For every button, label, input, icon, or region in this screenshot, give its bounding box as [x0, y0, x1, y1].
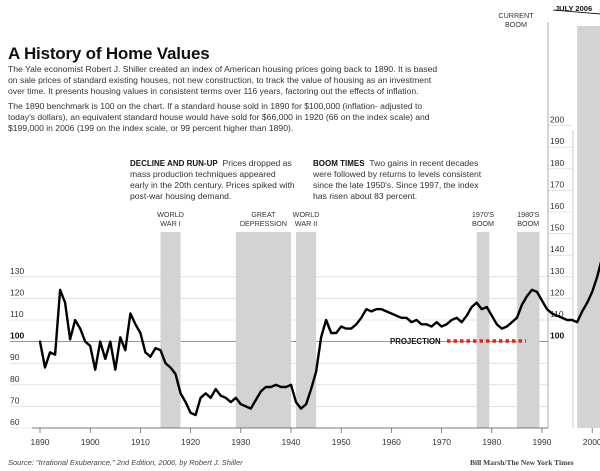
left-y-tick-label: 100 [10, 331, 24, 341]
current-boom-label: BOOM [505, 20, 527, 29]
left-y-tick-label: 110 [10, 309, 24, 319]
event-band-label: WORLD [157, 210, 184, 219]
left-y-tick-label: 90 [10, 352, 20, 362]
right-y-tick-label: 150 [550, 223, 564, 233]
chart-title: A History of Home Values [8, 44, 210, 63]
right-y-tick-label: 110 [550, 309, 564, 319]
event-band-label: WAR II [295, 219, 318, 228]
right-y-tick-label: 130 [550, 266, 564, 276]
event-band-label: WAR I [160, 219, 181, 228]
right-y-tick-label: 180 [550, 158, 564, 168]
left-y-tick-label: 80 [10, 374, 20, 384]
boom-text: Two gains in recent decades were followe… [313, 158, 482, 201]
intro-paragraph-1: The Yale economist Robert J. Shiller cre… [8, 64, 438, 97]
x-tick-label: 1970 [432, 437, 451, 447]
x-tick-label: 1920 [181, 437, 200, 447]
decline-heading: DECLINE AND RUN-UP [130, 159, 218, 168]
projection-legend-label: PROJECTION [390, 337, 441, 346]
event-band-label: 1970'S [472, 210, 494, 219]
right-y-tick-label: 160 [550, 201, 564, 211]
event-band-label: BOOM [517, 219, 539, 228]
right-y-tick-label: 190 [550, 136, 564, 146]
credit-note: Bill Marsh/The New York Times [470, 458, 574, 467]
event-band-label: BOOM [472, 219, 494, 228]
event-band [476, 232, 490, 428]
x-tick-label: 1910 [131, 437, 150, 447]
right-y-tick-label: 200 [550, 115, 564, 125]
right-y-tick-label: 100 [550, 331, 564, 341]
x-tick-label: 1900 [81, 437, 100, 447]
event-band-label: WORLD [293, 210, 320, 219]
x-tick-label: 1930 [231, 437, 250, 447]
home-value-index-line [38, 261, 600, 417]
source-note: Source: "Irrational Exuberance," 2nd Edi… [8, 458, 243, 467]
boom-annotation: BOOM TIMES Two gains in recent decades w… [313, 158, 488, 202]
x-tick-label: 1990 [533, 437, 552, 447]
left-y-tick-label: 130 [10, 266, 24, 276]
right-y-tick-label: 140 [550, 244, 564, 254]
decline-annotation: DECLINE AND RUN-UP Prices dropped as mas… [130, 158, 295, 202]
event-band [577, 26, 600, 428]
event-bands [160, 26, 600, 428]
x-tick-label: 1980 [482, 437, 501, 447]
right-y-tick-label: 170 [550, 179, 564, 189]
event-band-label: 1980'S [517, 210, 539, 219]
axes: 60 70 80 90 100 110 120 130 100 110 120 130 140 150 16… [10, 22, 600, 447]
intro-paragraph-2: The 1890 benchmark is 100 on the chart. … [8, 101, 430, 134]
event-band [296, 232, 317, 428]
x-tick-label: 1940 [282, 437, 301, 447]
left-y-tick-label: 70 [10, 395, 20, 405]
event-band-label: DEPRESSION [240, 219, 287, 228]
july-2006-label: JULY 2006 [555, 4, 592, 13]
current-boom-label: CURRENT [498, 11, 534, 20]
decline-text: Prices dropped as mass production techni… [130, 158, 295, 201]
x-tick-label: 2000 [583, 437, 600, 447]
event-band [235, 232, 291, 428]
series-lines [38, 261, 600, 417]
july-arrow [552, 9, 600, 15]
x-tick-label: 1960 [382, 437, 401, 447]
boom-heading: BOOM TIMES [313, 159, 365, 168]
event-band [160, 232, 181, 428]
left-y-tick-label: 60 [10, 417, 20, 427]
left-y-tick-label: 120 [10, 287, 24, 297]
right-y-tick-label: 120 [550, 287, 564, 297]
event-band [516, 232, 540, 428]
event-band-label: GREAT [251, 210, 276, 219]
x-tick-label: 1950 [332, 437, 351, 447]
x-tick-label: 1890 [31, 437, 50, 447]
